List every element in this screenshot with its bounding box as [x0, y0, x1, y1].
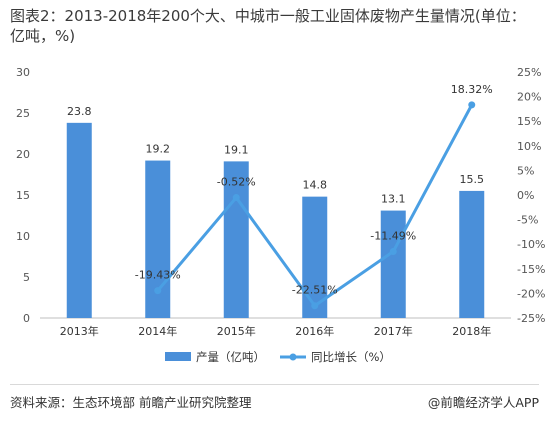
growth-data-label: -0.52%	[217, 176, 256, 189]
x-tick-label: 2013年	[60, 324, 99, 338]
x-tick-label: 2017年	[374, 324, 413, 338]
bar	[302, 196, 328, 318]
growth-point	[468, 101, 476, 109]
growth-point	[154, 287, 162, 295]
y-right-tick-label: 10%	[517, 140, 541, 153]
growth-data-label: -19.43%	[135, 269, 181, 282]
growth-data-label: -22.51%	[292, 284, 338, 297]
growth-point	[389, 248, 397, 256]
y-right-tick-label: 25%	[517, 66, 541, 79]
chart-title: 图表2：2013-2018年200个大、中城市一般工业固体废物产生量情况(单位：…	[10, 7, 526, 45]
x-tick-label: 2018年	[452, 324, 491, 338]
y-right-tick-label: -25%	[517, 312, 545, 325]
legend-bar-swatch	[165, 352, 191, 361]
growth-point	[232, 194, 240, 202]
bar	[145, 160, 171, 318]
y-right-tick-label: -20%	[517, 287, 545, 300]
bar-data-label: 19.1	[224, 143, 249, 156]
y-left-tick-label: 15	[16, 189, 30, 202]
brand-credit: @前瞻经济学人APP	[427, 395, 539, 410]
y-left-tick-label: 5	[23, 271, 30, 284]
x-tick-label: 2015年	[217, 324, 256, 338]
bar-data-label: 19.2	[146, 143, 171, 156]
y-left-tick-label: 30	[16, 66, 30, 79]
legend-line-marker	[289, 353, 297, 361]
y-left-tick-label: 0	[23, 312, 30, 325]
y-left-tick-label: 20	[16, 148, 30, 161]
growth-point	[311, 302, 319, 310]
y-right-tick-label: -10%	[517, 238, 545, 251]
bar-data-label: 15.5	[460, 173, 485, 186]
footer-divider	[10, 384, 539, 385]
bar	[380, 210, 406, 318]
bar	[223, 161, 249, 318]
y-right-tick-label: -15%	[517, 263, 545, 276]
bar	[459, 190, 485, 318]
legend-bar-label: 产量（亿吨）	[196, 350, 265, 364]
y-right-tick-label: -5%	[517, 214, 538, 227]
source-note: 资料来源：生态环境部 前瞻产业研究院整理	[10, 395, 252, 410]
y-right-tick-label: 5%	[517, 164, 534, 177]
bar-data-label: 23.8	[67, 105, 92, 118]
y-left-tick-label: 10	[16, 230, 30, 243]
growth-data-label: -11.49%	[370, 230, 416, 243]
y-right-tick-label: 0%	[517, 189, 534, 202]
bar-data-label: 13.1	[381, 193, 406, 206]
y-left-tick-label: 25	[16, 107, 30, 120]
bar-data-label: 14.8	[303, 179, 328, 192]
y-right-tick-label: 15%	[517, 115, 541, 128]
y-right-tick-label: 20%	[517, 91, 541, 104]
growth-data-label: 18.32%	[451, 83, 493, 96]
legend-line-label: 同比增长（%）	[311, 350, 391, 364]
x-tick-label: 2014年	[138, 324, 177, 338]
x-tick-label: 2016年	[295, 324, 334, 338]
bar	[66, 122, 92, 318]
